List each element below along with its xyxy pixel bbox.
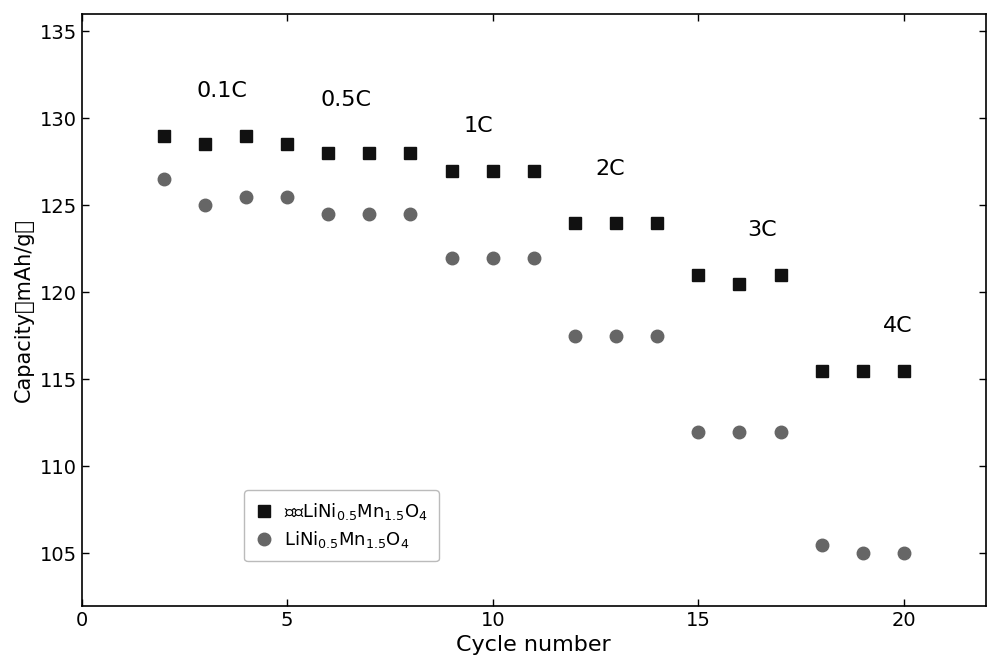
LiNi$_{0.5}$Mn$_{1.5}$O$_4$ (487, 254, 499, 262)
改性LiNi$_{0.5}$Mn$_{1.5}$O$_4$ (733, 280, 745, 288)
LiNi$_{0.5}$Mn$_{1.5}$O$_4$ (363, 210, 375, 218)
改性LiNi$_{0.5}$Mn$_{1.5}$O$_4$ (404, 149, 416, 157)
LiNi$_{0.5}$Mn$_{1.5}$O$_4$ (240, 193, 252, 201)
LiNi$_{0.5}$Mn$_{1.5}$O$_4$ (816, 541, 828, 549)
Text: 1C: 1C (464, 116, 494, 136)
改性LiNi$_{0.5}$Mn$_{1.5}$O$_4$ (569, 219, 581, 227)
LiNi$_{0.5}$Mn$_{1.5}$O$_4$ (898, 549, 910, 557)
LiNi$_{0.5}$Mn$_{1.5}$O$_4$ (404, 210, 416, 218)
LiNi$_{0.5}$Mn$_{1.5}$O$_4$ (199, 201, 211, 209)
LiNi$_{0.5}$Mn$_{1.5}$O$_4$ (775, 427, 787, 436)
改性LiNi$_{0.5}$Mn$_{1.5}$O$_4$ (898, 367, 910, 375)
LiNi$_{0.5}$Mn$_{1.5}$O$_4$ (158, 175, 170, 183)
改性LiNi$_{0.5}$Mn$_{1.5}$O$_4$ (528, 167, 540, 175)
LiNi$_{0.5}$Mn$_{1.5}$O$_4$ (651, 332, 663, 340)
改性LiNi$_{0.5}$Mn$_{1.5}$O$_4$ (487, 167, 499, 175)
Legend: 改性LiNi$_{0.5}$Mn$_{1.5}$O$_4$, LiNi$_{0.5}$Mn$_{1.5}$O$_4$: 改性LiNi$_{0.5}$Mn$_{1.5}$O$_4$, LiNi$_{0.… (244, 490, 439, 561)
LiNi$_{0.5}$Mn$_{1.5}$O$_4$ (281, 193, 293, 201)
LiNi$_{0.5}$Mn$_{1.5}$O$_4$ (733, 427, 745, 436)
Text: 3C: 3C (748, 220, 777, 240)
改性LiNi$_{0.5}$Mn$_{1.5}$O$_4$ (857, 367, 869, 375)
Text: 4C: 4C (883, 316, 913, 336)
LiNi$_{0.5}$Mn$_{1.5}$O$_4$ (569, 332, 581, 340)
改性LiNi$_{0.5}$Mn$_{1.5}$O$_4$ (240, 132, 252, 140)
Text: 0.5C: 0.5C (320, 90, 371, 110)
X-axis label: Cycle number: Cycle number (456, 635, 611, 655)
改性LiNi$_{0.5}$Mn$_{1.5}$O$_4$ (775, 271, 787, 279)
改性LiNi$_{0.5}$Mn$_{1.5}$O$_4$ (199, 140, 211, 149)
LiNi$_{0.5}$Mn$_{1.5}$O$_4$ (610, 332, 622, 340)
LiNi$_{0.5}$Mn$_{1.5}$O$_4$ (322, 210, 334, 218)
改性LiNi$_{0.5}$Mn$_{1.5}$O$_4$ (363, 149, 375, 157)
改性LiNi$_{0.5}$Mn$_{1.5}$O$_4$ (692, 271, 704, 279)
LiNi$_{0.5}$Mn$_{1.5}$O$_4$ (692, 427, 704, 436)
改性LiNi$_{0.5}$Mn$_{1.5}$O$_4$ (651, 219, 663, 227)
Line: 改性LiNi$_{0.5}$Mn$_{1.5}$O$_4$: 改性LiNi$_{0.5}$Mn$_{1.5}$O$_4$ (158, 130, 909, 376)
改性LiNi$_{0.5}$Mn$_{1.5}$O$_4$ (816, 367, 828, 375)
改性LiNi$_{0.5}$Mn$_{1.5}$O$_4$ (322, 149, 334, 157)
Y-axis label: Capacity（mAh/g）: Capacity（mAh/g） (14, 218, 34, 402)
改性LiNi$_{0.5}$Mn$_{1.5}$O$_4$ (610, 219, 622, 227)
改性LiNi$_{0.5}$Mn$_{1.5}$O$_4$ (281, 140, 293, 149)
改性LiNi$_{0.5}$Mn$_{1.5}$O$_4$ (158, 132, 170, 140)
改性LiNi$_{0.5}$Mn$_{1.5}$O$_4$ (446, 167, 458, 175)
LiNi$_{0.5}$Mn$_{1.5}$O$_4$ (528, 254, 540, 262)
Text: 2C: 2C (596, 159, 625, 179)
LiNi$_{0.5}$Mn$_{1.5}$O$_4$ (857, 549, 869, 557)
Line: LiNi$_{0.5}$Mn$_{1.5}$O$_4$: LiNi$_{0.5}$Mn$_{1.5}$O$_4$ (158, 173, 910, 560)
LiNi$_{0.5}$Mn$_{1.5}$O$_4$ (446, 254, 458, 262)
Text: 0.1C: 0.1C (197, 81, 248, 101)
